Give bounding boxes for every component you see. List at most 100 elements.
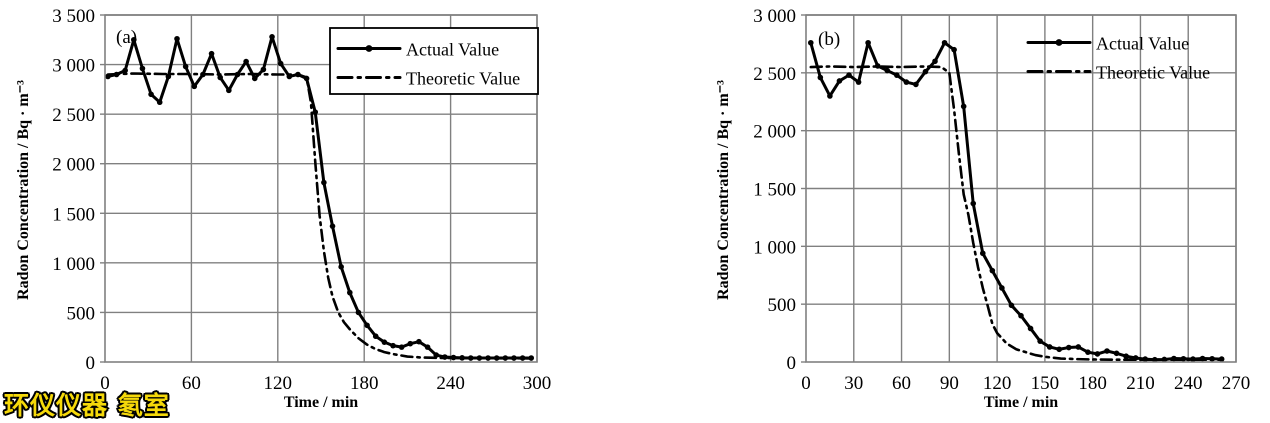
x-tick-label: 180 — [1078, 373, 1107, 394]
legend-label-actual-value[interactable]: Actual Value — [1096, 34, 1189, 54]
data-point-marker — [416, 338, 422, 345]
data-point-marker — [338, 264, 344, 270]
y-tick-label: 0 — [86, 353, 96, 374]
data-point-marker — [827, 93, 833, 99]
x-tick-label: 180 — [350, 373, 379, 394]
data-point-marker — [1113, 350, 1120, 357]
data-point-marker — [277, 60, 284, 67]
data-point-marker — [1056, 346, 1063, 353]
y-tick-label: 1 000 — [52, 254, 95, 275]
data-point-marker — [865, 39, 871, 46]
data-point-marker — [1085, 349, 1091, 355]
data-point-marker — [999, 285, 1005, 291]
x-tick-label: 270 — [1222, 373, 1251, 394]
chart-panel-b: 0 30 60 90 120 150 180 210 240 270 0 500 1 000 1 500… — [630, 0, 1270, 423]
data-point-marker — [807, 39, 814, 46]
x-tick-label: 120 — [983, 373, 1012, 394]
chart-panel-a: 0 60 120 180 240 300 0 500 1 000 1 500 2 000 2 500… — [0, 0, 630, 423]
x-tick-label: 0 — [801, 373, 811, 394]
data-point-marker — [269, 34, 275, 40]
y-tick-label: 2 500 — [753, 64, 796, 85]
data-point-marker — [347, 289, 353, 296]
legend-a[interactable]: Actual Value Theoretic Value — [329, 27, 539, 95]
chart-b-svg: 0 30 60 90 120 150 180 210 240 270 0 500 1 000 1 500… — [715, 6, 1250, 411]
legend-marker-dot — [365, 45, 373, 52]
legend-marker-dot — [1055, 39, 1063, 46]
legend-b[interactable]: Actual Value Theoretic Value — [1026, 34, 1210, 83]
data-point-marker — [372, 333, 379, 340]
y-tick-label: 500 — [768, 295, 797, 316]
data-point-marker — [312, 109, 319, 115]
x-tick-label: 120 — [264, 373, 293, 394]
data-point-marker — [1008, 302, 1015, 309]
legend-label-theoretic-value[interactable]: Theoretic Value — [1096, 63, 1210, 83]
data-point-marker — [1018, 312, 1024, 319]
data-point-marker — [1065, 344, 1072, 351]
data-point-marker — [932, 58, 938, 65]
panel-label-a: (a) — [116, 27, 137, 48]
data-point-marker — [941, 39, 948, 46]
data-point-marker — [855, 79, 862, 85]
data-point-marker — [836, 78, 843, 84]
x-tick-label: 300 — [523, 373, 552, 394]
data-point-marker — [191, 83, 198, 90]
y-axis-title-a: Radon Concentration / Bq · m⁻³ — [15, 80, 32, 300]
data-point-marker — [459, 355, 465, 361]
watermark-text: 环仪仪器 氡室 — [3, 390, 170, 422]
data-point-marker — [226, 87, 232, 94]
data-point-marker — [321, 179, 327, 186]
data-point-marker — [1094, 351, 1101, 357]
panel-label-b: (b) — [818, 29, 840, 50]
data-point-marker — [922, 68, 929, 75]
data-point-marker — [148, 91, 154, 98]
data-point-marker — [208, 50, 215, 57]
y-tick-label: 500 — [67, 303, 96, 324]
y-tick-label: 3 000 — [52, 56, 95, 77]
y-tick-label: 3 000 — [753, 6, 796, 27]
chart-a-svg: 0 60 120 180 240 300 0 500 1 000 1 500 2 000 2 500… — [15, 6, 551, 411]
data-point-marker — [913, 81, 919, 88]
y-tick-label: 1 500 — [52, 204, 95, 225]
x-tick-label: 60 — [892, 373, 911, 394]
data-point-marker — [903, 79, 910, 85]
data-point-marker — [960, 103, 967, 110]
x-tick-label: 210 — [1126, 373, 1155, 394]
data-point-marker — [364, 322, 370, 329]
data-point-marker — [390, 342, 396, 349]
data-point-marker — [1123, 353, 1129, 360]
data-point-marker — [355, 309, 362, 316]
data-point-marker — [407, 340, 414, 347]
data-point-marker — [1104, 348, 1110, 354]
data-point-marker — [174, 35, 180, 42]
y-tick-label: 2 000 — [52, 155, 95, 176]
x-tick-label: 30 — [844, 373, 863, 394]
x-tick-label: 0 — [100, 373, 110, 394]
data-point-marker — [182, 63, 189, 70]
series-line-theoretic-value — [106, 72, 533, 360]
data-point-marker — [131, 36, 137, 43]
x-tick-labels-a: 0 60 120 180 240 300 — [100, 373, 551, 394]
data-point-marker — [433, 352, 440, 358]
y-tick-label: 1 000 — [753, 237, 796, 258]
data-point-marker — [329, 223, 336, 229]
data-point-marker — [381, 339, 388, 345]
data-point-marker — [979, 250, 986, 257]
x-tick-label: 60 — [182, 373, 201, 394]
legend-label-theoretic-value[interactable]: Theoretic Value — [406, 69, 520, 89]
y-tick-labels-a: 0 500 1 000 1 500 2 000 2 500 3 000 3 500 — [52, 6, 105, 374]
x-tick-label: 150 — [1031, 373, 1060, 394]
data-point-marker — [884, 67, 891, 74]
data-point-marker — [1075, 344, 1082, 350]
series-group-a — [105, 34, 535, 361]
legend-label-actual-value[interactable]: Actual Value — [406, 40, 499, 60]
legend-box — [329, 27, 539, 95]
x-tick-label: 240 — [1174, 373, 1203, 394]
data-point-marker — [989, 267, 996, 274]
plot-frame-a — [104, 14, 538, 363]
series-line-theoretic-value — [809, 65, 1223, 361]
x-tick-labels-b: 0 30 60 90 120 150 180 210 240 270 — [801, 373, 1250, 394]
y-tick-labels-b: 0 500 1 000 1 500 2 000 2 500 3 000 — [753, 6, 806, 374]
data-point-marker — [1037, 338, 1043, 344]
y-tick-label: 1 500 — [753, 180, 796, 201]
